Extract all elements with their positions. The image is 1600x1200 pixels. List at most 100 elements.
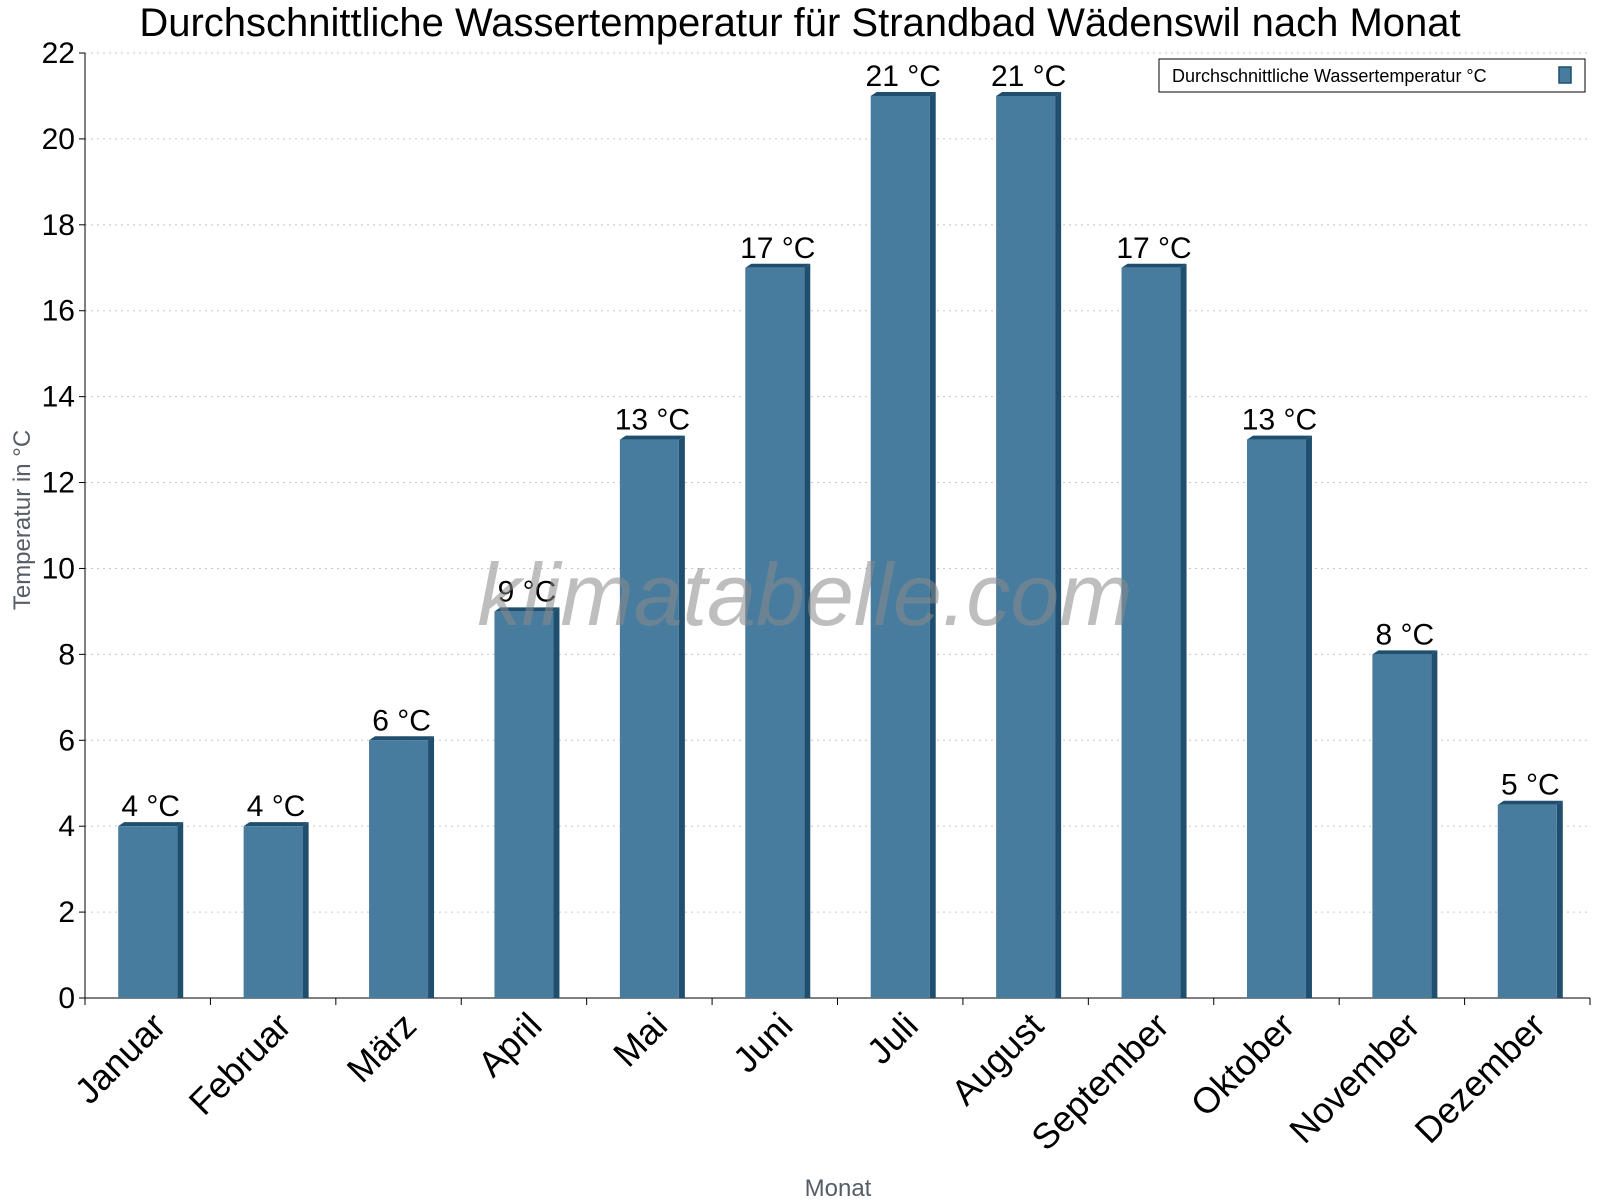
- x-tick-label: Mai: [605, 1005, 675, 1075]
- bar-side: [428, 736, 435, 998]
- data-labels: 4 °C 4 °C 6 °C 9 °C 13 °C 17 °C 21 °C 21 °C 17 °…: [121, 60, 1559, 823]
- grid-lines: [85, 52, 1590, 913]
- legend-box: [1158, 58, 1586, 93]
- bar-top: [1246, 435, 1312, 440]
- bar-side: [1180, 263, 1187, 999]
- x-tick-label: August: [943, 1005, 1051, 1113]
- bar-front: [996, 95, 1056, 999]
- y-axis-title: Temperatur in °C: [9, 430, 36, 610]
- y-tick-label: 8: [58, 638, 75, 671]
- data-label: 13 °C: [615, 404, 690, 437]
- x-tick-label: Juli: [859, 1005, 926, 1072]
- legend-label: Durchschnittliche Wassertemperatur °C: [1172, 66, 1487, 86]
- bar-februar: [243, 822, 309, 998]
- y-tick-label: 0: [58, 982, 75, 1015]
- bar-front: [243, 826, 303, 998]
- bar-top: [1372, 650, 1438, 655]
- bar-top: [494, 607, 560, 612]
- y-tick-label: 4: [58, 810, 75, 843]
- bar-juni: [745, 263, 811, 999]
- bar-front: [870, 95, 930, 999]
- bar-side: [302, 822, 309, 998]
- bar-side: [1055, 91, 1062, 999]
- bar-side: [1556, 800, 1563, 998]
- legend: Durchschnittliche Wassertemperatur °C: [1158, 58, 1586, 93]
- x-tick-label: April: [470, 1005, 550, 1085]
- bar-top: [1121, 263, 1187, 268]
- data-label: 8 °C: [1376, 618, 1435, 651]
- bar-front: [118, 826, 178, 998]
- bar-side: [929, 91, 936, 999]
- bar-side: [177, 822, 184, 998]
- bar-front: [745, 267, 805, 999]
- x-tick-label: September: [1023, 1005, 1177, 1159]
- axes: [79, 52, 1591, 1005]
- bar-april: [494, 607, 560, 998]
- bar-januar: [118, 822, 184, 998]
- bar-september: [1121, 263, 1187, 999]
- x-tick-labels: Januar Februar März April Mai Juni Juli AugustS…: [67, 1005, 1553, 1159]
- bar-front: [619, 439, 679, 998]
- bar-front: [1372, 654, 1432, 998]
- data-label: 21 °C: [866, 60, 941, 93]
- bar-märz: [369, 736, 435, 998]
- data-label: 13 °C: [1242, 404, 1317, 437]
- y-tick-label: 2: [58, 896, 75, 929]
- bar-top: [619, 435, 685, 440]
- bar-top: [118, 822, 184, 827]
- bar-top: [996, 91, 1062, 96]
- x-tick-label: Dezember: [1407, 1005, 1553, 1151]
- x-tick-label: März: [339, 1005, 425, 1091]
- bars: [118, 91, 1563, 999]
- bar-front: [1246, 439, 1306, 998]
- bar-front: [1497, 804, 1557, 998]
- y-tick-label: 22: [42, 37, 75, 70]
- bar-front: [369, 740, 429, 998]
- bar-oktober: [1246, 435, 1312, 998]
- y-tick-label: 20: [42, 123, 75, 156]
- bar-august: [996, 91, 1062, 999]
- legend-swatch: [1558, 66, 1572, 84]
- watermark: klimatabelle.com: [477, 545, 1132, 644]
- data-label: 6 °C: [372, 704, 431, 737]
- x-tick-label: Februar: [181, 1005, 299, 1123]
- y-tick-labels: 0 2 4 6 8 10 12 14 16 18 20 22: [42, 37, 75, 1015]
- bar-front: [1121, 267, 1181, 999]
- data-label: 17 °C: [740, 232, 815, 265]
- chart-title: Durchschnittliche Wassertemperatur für S…: [139, 1, 1460, 45]
- bar-top: [243, 822, 309, 827]
- y-tick-label: 14: [42, 381, 75, 414]
- data-label: 17 °C: [1116, 232, 1191, 265]
- bar-side: [804, 263, 811, 999]
- bar-top: [870, 91, 936, 96]
- bar-november: [1372, 650, 1438, 998]
- data-label: 4 °C: [247, 790, 306, 823]
- bar-front: [494, 611, 554, 998]
- bar-dezember: [1497, 800, 1563, 998]
- bar-top: [1497, 800, 1563, 805]
- y-tick-label: 18: [42, 209, 75, 242]
- y-tick-label: 12: [42, 467, 75, 500]
- data-label: 21 °C: [991, 60, 1066, 93]
- bar-side: [1431, 650, 1438, 998]
- x-tick-label: Oktober: [1183, 1005, 1303, 1125]
- bar-juli: [870, 91, 936, 999]
- y-tick-label: 10: [42, 552, 75, 585]
- x-axis-title: Monat: [805, 1175, 872, 1200]
- bar-side: [678, 435, 685, 998]
- data-label: 9 °C: [498, 575, 557, 608]
- y-tick-label: 6: [58, 724, 75, 757]
- data-label: 5 °C: [1501, 769, 1560, 802]
- data-label: 4 °C: [121, 790, 180, 823]
- y-tick-label: 16: [42, 295, 75, 328]
- bar-side: [553, 607, 560, 998]
- x-tick-label: November: [1281, 1005, 1427, 1151]
- bar-top: [369, 736, 435, 741]
- bar-top: [745, 263, 811, 268]
- x-tick-label: Juni: [725, 1005, 801, 1081]
- bar-side: [1305, 435, 1312, 998]
- x-tick-label: Januar: [67, 1005, 174, 1112]
- bar-mai: [619, 435, 685, 998]
